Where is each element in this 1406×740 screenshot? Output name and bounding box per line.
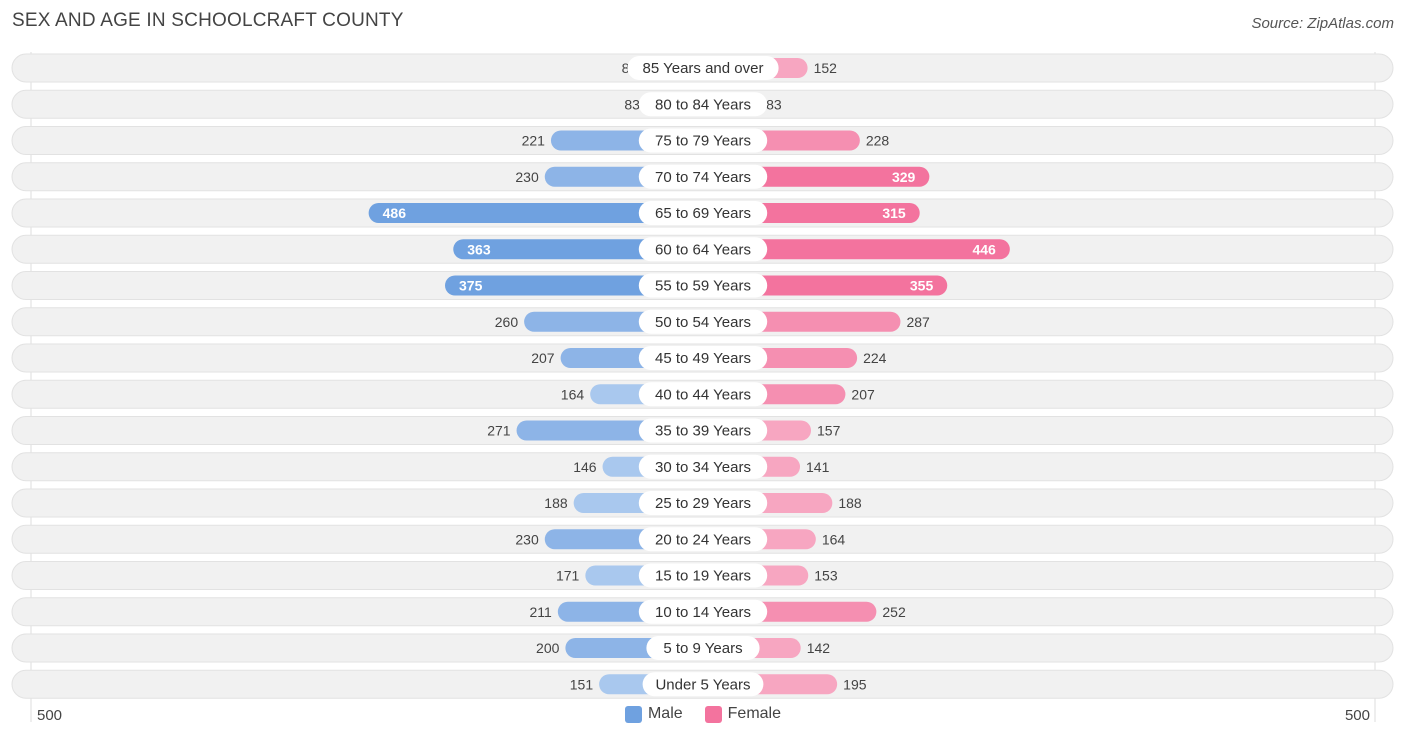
female-value-label: 207 [851,386,875,402]
category-label: 35 to 39 Years [655,423,751,440]
male-value-label: 188 [544,495,568,511]
category-label-bg [638,201,768,225]
female-value-label: 152 [814,60,838,76]
category-label: 75 to 79 Years [655,133,751,150]
female-value-label: 446 [972,241,996,257]
category-label: 45 to 49 Years [655,350,751,367]
male-value-label: 260 [495,314,519,330]
category-label: 55 to 59 Years [655,278,751,295]
category-label-bg [638,309,768,334]
category-label-bg [638,563,768,588]
male-value-label: 164 [561,386,585,402]
category-label-bg [638,454,768,479]
male-bar [368,203,703,223]
category-label-bg [627,56,779,80]
category-label: 85 Years and over [643,60,764,77]
male-value-label: 271 [487,423,511,439]
male-value-label: 486 [383,205,407,221]
male-value-label: 230 [515,531,539,547]
category-label-bg [638,418,768,443]
axis-left-label: 500 [37,707,63,724]
female-value-label: 195 [843,676,867,692]
male-value-label: 363 [467,241,491,257]
axis-right-label: 500 [1344,707,1370,724]
category-label: 20 to 24 Years [655,531,751,548]
female-value-label: 188 [838,495,862,511]
category-label-bg [638,128,768,153]
category-label: 25 to 29 Years [655,495,751,512]
category-label-bg [638,382,768,407]
legend-label-female: Female [727,705,782,722]
female-value-label: 228 [866,133,890,149]
category-label: 10 to 14 Years [655,604,751,621]
category-label: 60 to 64 Years [655,241,751,258]
female-value-label: 329 [892,169,916,185]
female-value-label: 315 [882,205,906,221]
female-value-label: 157 [817,423,841,439]
category-label: 40 to 44 Years [655,386,751,403]
male-value-label: 146 [573,459,597,475]
category-label: 5 to 9 Years [663,640,742,657]
male-value-label: 151 [570,676,594,692]
category-label-bg [638,346,768,370]
category-label-bg [638,599,768,624]
female-value-label: 287 [906,314,930,330]
category-label: 70 to 74 Years [655,169,751,186]
male-value-label: 171 [556,568,580,584]
category-label-bg [638,92,768,117]
female-value-label: 355 [910,278,934,294]
category-label: 80 to 84 Years [655,96,751,113]
legend-label-male: Male [647,705,683,722]
category-label: 65 to 69 Years [655,205,751,222]
chart-source: Source: ZipAtlas.com [1251,15,1394,32]
legend-item-male[interactable]: Male [624,705,683,723]
male-value-label: 200 [536,640,560,656]
category-label-bg [638,237,768,262]
male-value-label: 83 [624,96,640,112]
female-bar [703,239,1010,260]
legend-item-female[interactable]: Female [704,705,782,723]
male-value-label: 221 [522,133,546,149]
category-label-bg [638,491,768,515]
female-value-label: 252 [882,604,906,620]
category-label: 30 to 34 Years [655,459,751,476]
legend-swatch-male [624,705,642,723]
female-value-label: 142 [807,640,831,656]
legend: Male Female [0,705,1406,723]
category-label-bg [638,527,768,552]
female-value-label: 83 [766,96,782,112]
male-value-label: 375 [459,278,483,294]
male-value-label: 230 [515,169,539,185]
female-value-label: 224 [863,350,887,366]
male-value-label: 211 [530,604,553,620]
category-label: Under 5 Years [655,676,750,693]
category-label-bg [638,273,768,298]
male-bar [445,275,703,296]
category-label-bg [642,672,764,697]
category-label-bg [638,164,768,189]
female-value-label: 141 [806,459,830,475]
female-value-label: 153 [814,568,838,584]
female-value-label: 164 [822,531,846,547]
chart-title: SEX AND AGE IN SCHOOLCRAFT COUNTY [12,10,404,31]
category-label-bg [646,636,760,660]
category-label: 15 to 19 Years [655,568,751,585]
male-value-label: 207 [531,350,555,366]
legend-swatch-female [704,705,722,723]
category-label: 50 to 54 Years [655,314,751,331]
